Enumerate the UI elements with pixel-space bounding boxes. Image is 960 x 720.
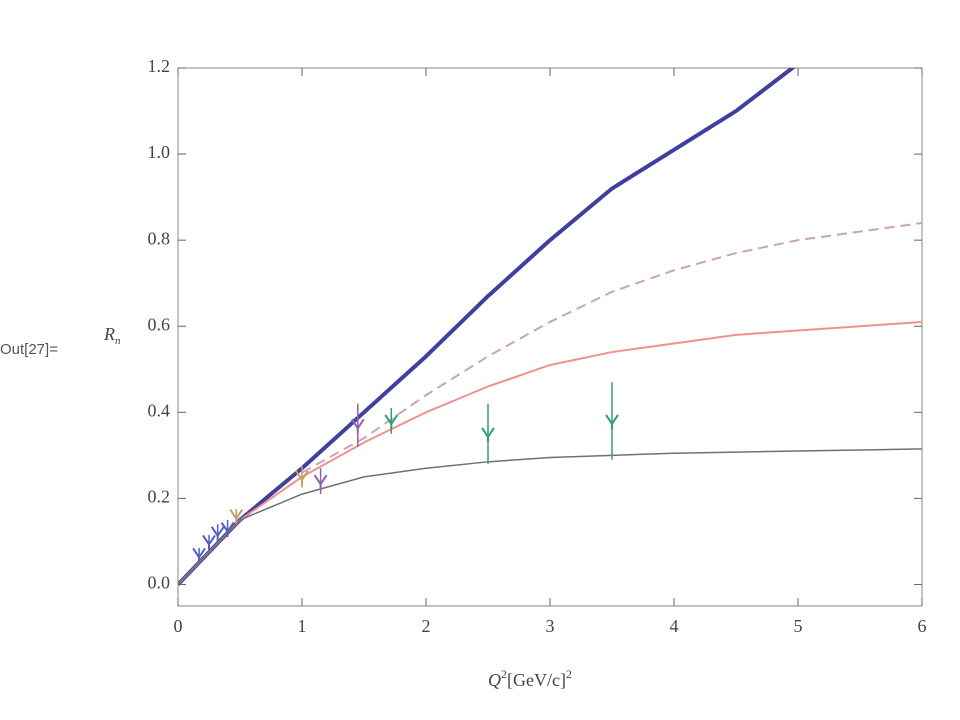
y-tick-label: 0.0 [148, 573, 171, 593]
x-label-unit: [GeV/c] [507, 670, 566, 690]
y-tick-label: 0.8 [148, 228, 171, 248]
x-tick-label: 1 [298, 616, 307, 636]
y-tick-label: 0.6 [148, 314, 171, 334]
data-point [605, 414, 619, 429]
data-point [229, 509, 244, 524]
data-point [192, 547, 206, 563]
curve [301, 221, 922, 474]
curve [178, 448, 922, 585]
x-tick-label: 6 [918, 616, 927, 636]
y-label-sub: n [115, 335, 121, 347]
curve [178, 320, 922, 586]
x-tick-label: 4 [670, 616, 679, 636]
x-label-unit-sup: 2 [566, 667, 572, 681]
data-point [384, 414, 399, 429]
x-tick-label: 0 [174, 616, 183, 636]
plot-area [178, 68, 922, 586]
data-point [350, 418, 365, 434]
data-point [202, 534, 216, 550]
y-label-main: R [103, 324, 115, 344]
data-point [481, 427, 495, 442]
y-tick-label: 0.4 [148, 400, 171, 420]
data-point [220, 521, 235, 537]
data-point [313, 474, 328, 490]
y-tick-label: 0.2 [148, 487, 171, 507]
y-tick-label: 1.0 [148, 142, 171, 162]
x-label-main: Q [488, 670, 501, 690]
x-tick-label: 2 [422, 616, 431, 636]
x-axis-label: Q2[GeV/c]2 [488, 667, 572, 690]
x-tick-label: 3 [546, 616, 555, 636]
plot-frame [177, 67, 923, 607]
prompt-label: Out[27]= [0, 341, 58, 358]
x-tick-label: 5 [794, 616, 803, 636]
data-point [210, 526, 225, 541]
x-label-sup: 2 [501, 667, 507, 681]
y-axis-label: Rn [103, 324, 121, 346]
curve [178, 68, 796, 586]
y-tick-label: 1.2 [148, 56, 171, 76]
data-point [295, 470, 309, 485]
